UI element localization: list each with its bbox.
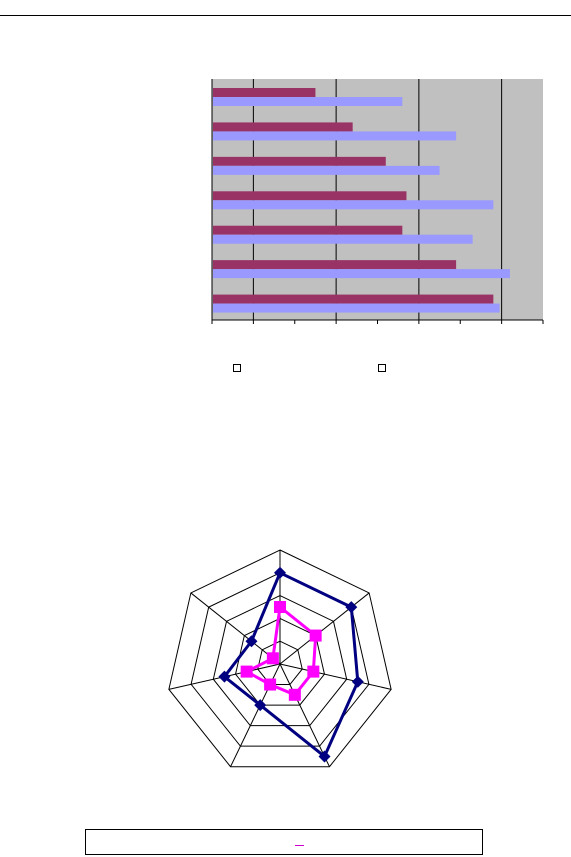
footer-link-mark[interactable] — [295, 845, 304, 846]
radar-spoke — [279, 663, 330, 767]
bar-series-2 — [213, 97, 403, 106]
bar-series-1 — [213, 225, 403, 235]
bar-series-2 — [213, 303, 500, 313]
bar-series-2 — [213, 234, 473, 244]
bar-series-1 — [213, 88, 316, 97]
legend-marker-series-2 — [378, 364, 386, 372]
radar-gridline — [168, 549, 392, 768]
bar-series-2 — [213, 165, 440, 175]
radar-series-1-line — [222, 571, 360, 758]
radar-gridline — [257, 640, 303, 686]
top-rule — [0, 15, 571, 16]
bar-series-1 — [213, 122, 353, 132]
radar-series-2-line — [245, 605, 318, 697]
radar-point-series-2 — [274, 601, 286, 613]
radar-point-series-2 — [307, 665, 320, 678]
radar-point-series-1 — [345, 601, 358, 614]
radar-chart — [168, 549, 392, 768]
radar-point-series-1 — [218, 670, 231, 683]
bar-series-1 — [213, 260, 457, 270]
bar-chart — [211, 79, 544, 324]
radar-point-series-1 — [318, 750, 331, 763]
radar-point-series-2 — [288, 688, 301, 701]
radar-gridline — [212, 595, 348, 727]
radar-point-series-1 — [245, 635, 258, 648]
radar-point-series-1 — [351, 675, 364, 688]
bar-series-1 — [213, 156, 386, 166]
bar-series-2 — [213, 200, 494, 210]
radar-gridline — [190, 572, 370, 747]
radar-point-series-2 — [309, 629, 322, 642]
radar-gridline — [235, 617, 325, 706]
bar-series-1 — [213, 294, 494, 304]
legend-marker-series-1 — [233, 364, 241, 372]
radar-point-series-1 — [254, 699, 267, 712]
bar-series-1 — [213, 191, 407, 201]
radar-point-series-1 — [274, 566, 286, 579]
radar-point-series-2 — [240, 665, 253, 678]
radar-point-series-2 — [266, 652, 279, 665]
bar-series-2 — [213, 269, 510, 279]
footer-box — [85, 829, 483, 855]
radar-point-series-2 — [264, 678, 277, 691]
bar-series-2 — [213, 131, 457, 141]
radar-spoke — [279, 663, 392, 690]
radar-spoke — [190, 592, 281, 665]
